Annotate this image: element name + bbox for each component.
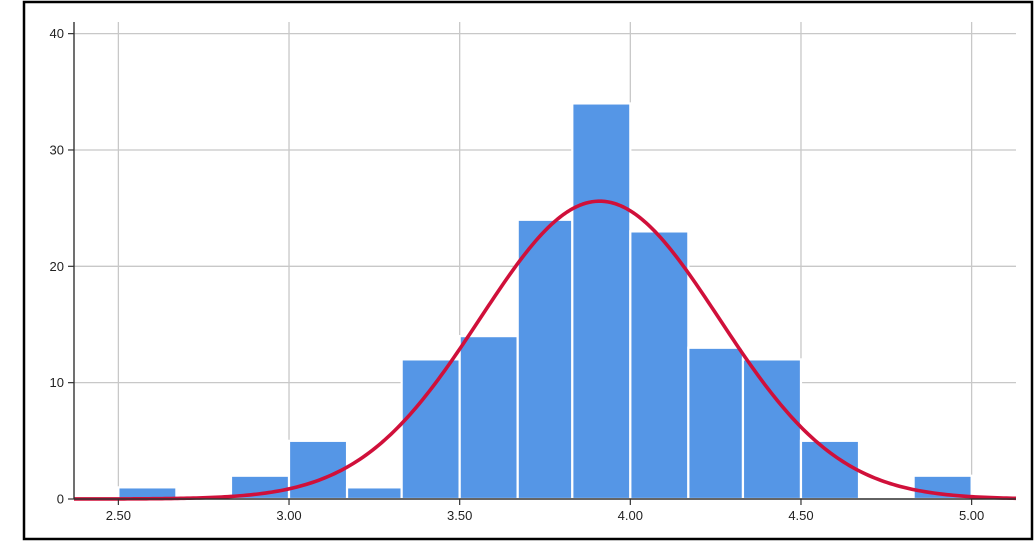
histogram-bar (345, 486, 403, 501)
outer-frame (22, 0, 1034, 541)
normal-curve-line (74, 199, 1017, 501)
curve-layer (74, 199, 1017, 501)
x-tick-label: 4.00 (618, 508, 643, 523)
x-tick-label: 3.00 (276, 508, 301, 523)
axis-layer: 0 10 20 30 40 2.50 3.00 3.50 4.00 4.50 5.00 (22, 0, 1034, 541)
y-tick-label: 10 (50, 375, 64, 390)
x-tick-label: 5.00 (959, 508, 984, 523)
histogram-bar (687, 346, 745, 501)
histogram-bar (799, 439, 861, 501)
y-tick-label: 30 (50, 142, 64, 157)
x-tick-label: 4.50 (788, 508, 813, 523)
histogram-bar (400, 358, 461, 501)
y-tick-label: 20 (50, 259, 64, 274)
x-tick-label: 2.50 (106, 508, 131, 523)
histogram-bar (516, 218, 574, 501)
histogram-bar (741, 358, 803, 501)
y-tick-label: 0 (57, 492, 64, 507)
x-tick-label: 3.50 (447, 508, 472, 523)
histogram-bar (458, 335, 519, 501)
histogram-bar (571, 102, 632, 501)
y-tick-label: 40 (50, 26, 64, 41)
histogram-bar (629, 230, 690, 501)
